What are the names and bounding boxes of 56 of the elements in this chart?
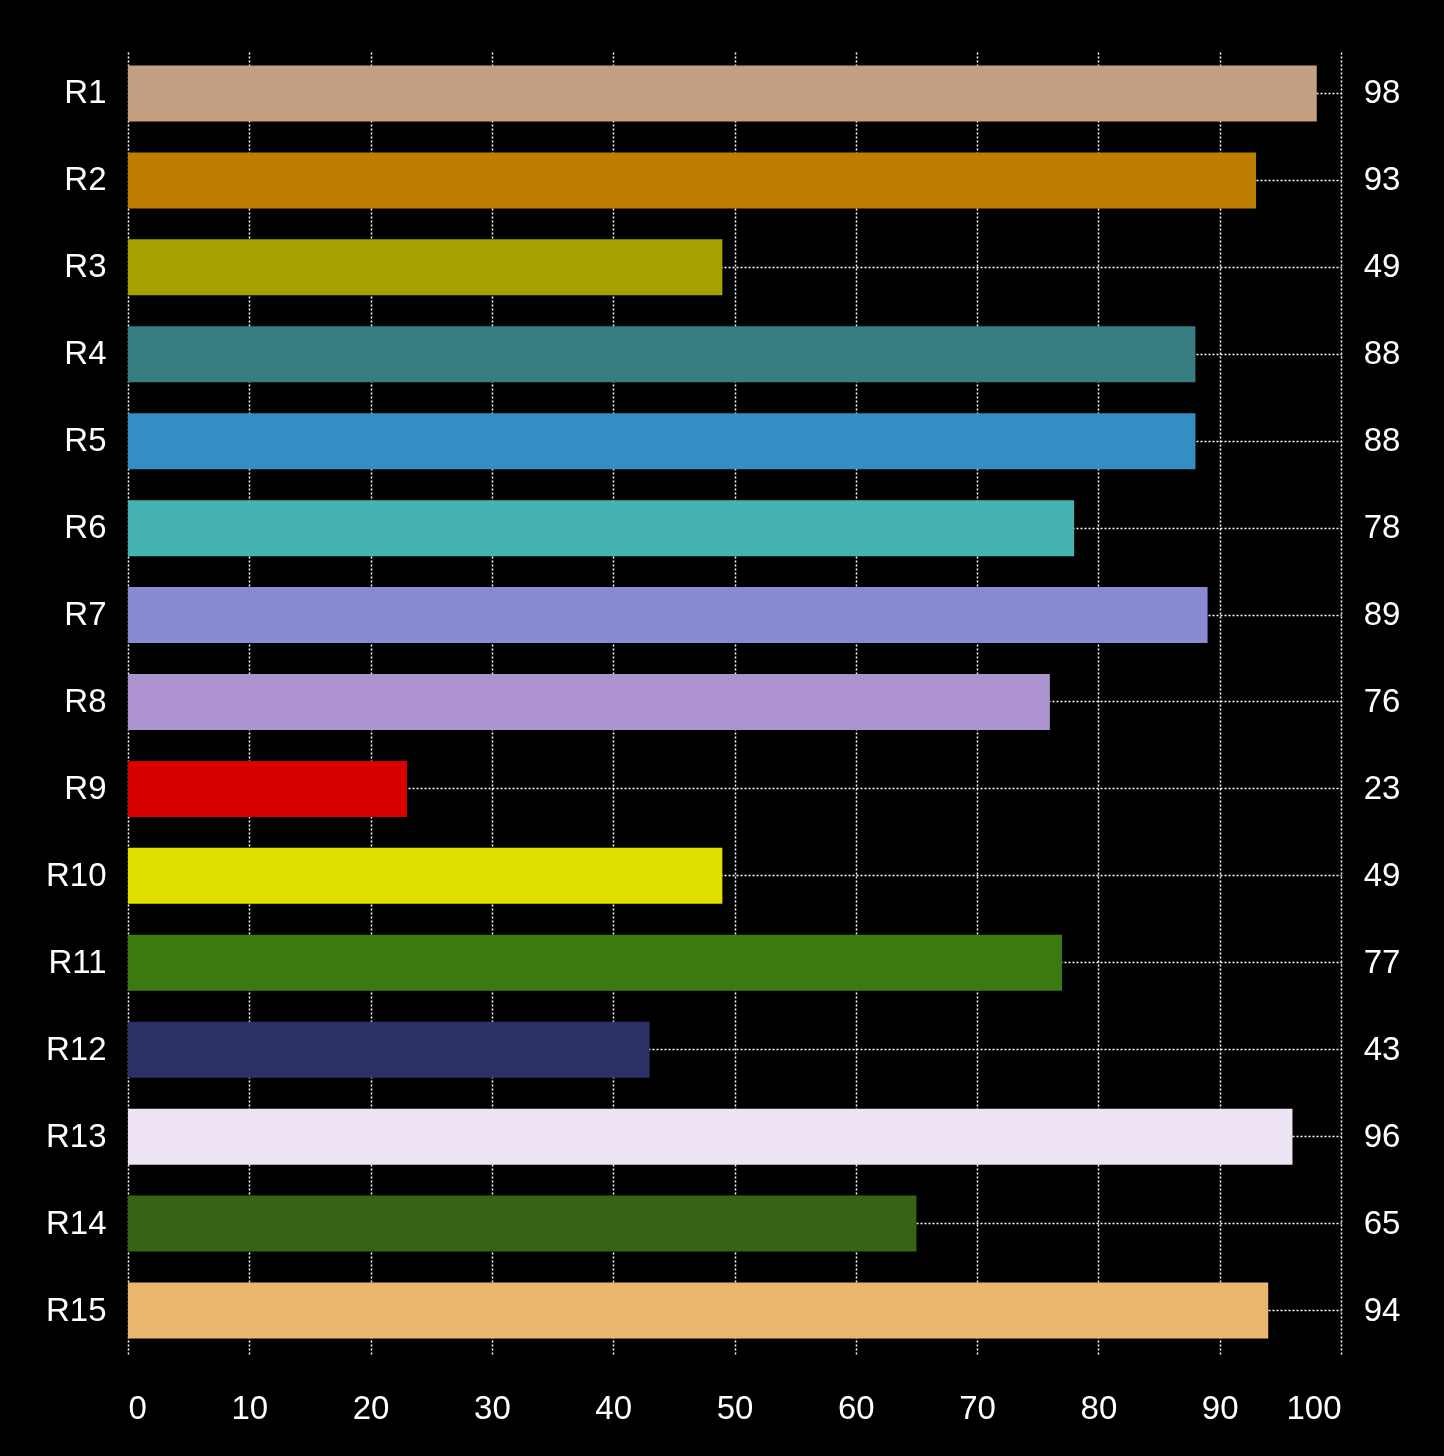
x-tick-label: 50	[716, 1388, 754, 1426]
x-tick-label: 90	[1201, 1388, 1239, 1426]
x-tick-label: 100	[1286, 1388, 1342, 1426]
bar	[128, 326, 1196, 383]
data-label: 89	[1363, 595, 1401, 633]
x-tick-label: 40	[595, 1388, 633, 1426]
bar	[128, 239, 723, 296]
x-tick-label: 70	[959, 1388, 996, 1426]
x-tick-label: 20	[352, 1388, 390, 1426]
y-tick-label: R10	[45, 855, 107, 893]
data-label: 76	[1363, 682, 1401, 719]
bar	[128, 65, 1317, 122]
x-tick-label: 30	[474, 1388, 511, 1426]
x-tick-label: 10	[231, 1388, 269, 1426]
data-label: 23	[1363, 768, 1401, 806]
data-label: 78	[1363, 508, 1401, 546]
y-tick-label: R9	[64, 768, 107, 806]
data-label: 96	[1363, 1116, 1401, 1154]
y-tick-label: R2	[64, 160, 107, 198]
y-tick-label: R1	[64, 73, 107, 111]
bar	[128, 1195, 917, 1252]
bar	[128, 674, 1050, 730]
y-tick-label: R13	[45, 1116, 107, 1154]
data-label: 65	[1363, 1203, 1401, 1241]
data-label: 88	[1363, 421, 1401, 459]
bar	[128, 934, 1063, 991]
bar	[128, 1021, 650, 1078]
data-label: 43	[1363, 1029, 1401, 1067]
x-tick-label: 60	[837, 1388, 875, 1426]
y-tick-label: R7	[64, 595, 107, 633]
y-tick-label: R14	[45, 1203, 107, 1241]
bar	[128, 847, 723, 904]
data-label: 49	[1363, 247, 1401, 285]
data-label: 77	[1363, 942, 1401, 980]
bar	[128, 1108, 1293, 1165]
bar	[128, 152, 1257, 209]
y-tick-label: R3	[64, 247, 107, 285]
bar	[128, 760, 407, 817]
y-tick-label: R12	[45, 1029, 107, 1067]
bar	[128, 1282, 1269, 1339]
x-tick-label: 80	[1080, 1388, 1118, 1426]
y-tick-label: R4	[64, 334, 107, 372]
y-tick-label: R8	[64, 682, 107, 719]
data-label: 98	[1363, 73, 1401, 111]
bar	[128, 413, 1196, 470]
data-label: 88	[1363, 334, 1401, 372]
y-tick-label: R15	[45, 1290, 107, 1328]
bar	[128, 587, 1208, 644]
data-label: 49	[1363, 855, 1401, 893]
data-label: 93	[1363, 160, 1401, 198]
y-tick-label: R11	[48, 942, 107, 980]
data-label: 94	[1363, 1290, 1401, 1328]
x-tick-label: 0	[128, 1388, 147, 1426]
y-tick-label: R6	[64, 508, 107, 546]
bar	[128, 500, 1075, 557]
y-tick-label: R5	[64, 421, 107, 459]
